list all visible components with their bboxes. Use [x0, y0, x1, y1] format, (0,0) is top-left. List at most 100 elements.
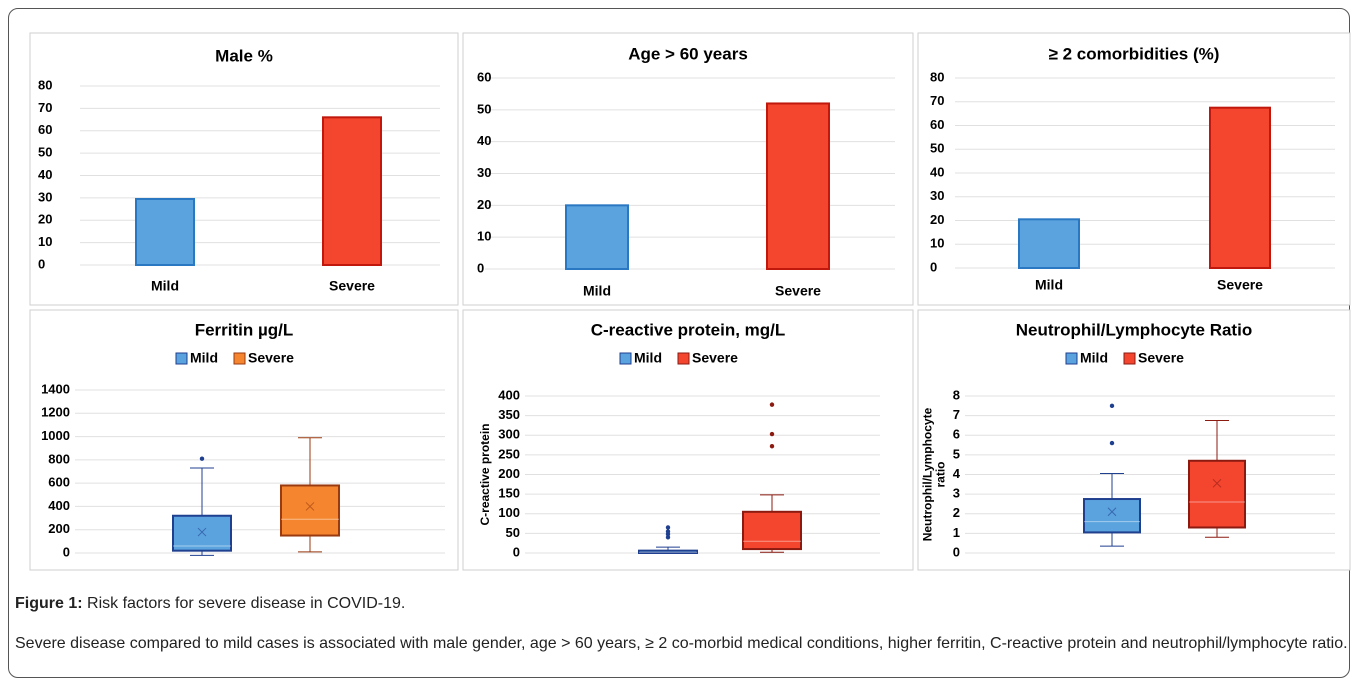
- y-tick-label: 1200: [41, 405, 70, 420]
- y-axis-title: C-reactive protein: [478, 423, 492, 525]
- y-tick-label: 50: [477, 101, 491, 116]
- y-tick-label: 3: [953, 486, 960, 501]
- y-tick-label: 8: [953, 387, 960, 402]
- panel: [462, 32, 914, 306]
- outlier: [769, 431, 775, 437]
- y-tick-label: 50: [38, 145, 52, 160]
- panel: [917, 32, 1351, 306]
- legend-swatch: [1123, 352, 1136, 365]
- x-tick-label: Severe: [1217, 277, 1263, 293]
- y-tick-label: 50: [930, 141, 944, 156]
- y-tick-label: 0: [513, 544, 520, 559]
- legend-label: Severe: [692, 350, 738, 366]
- mean-marker: [1212, 478, 1222, 488]
- panel: [462, 309, 914, 571]
- x-tick-label: Mild: [583, 283, 611, 299]
- bar: [135, 197, 195, 266]
- y-tick-label: 4: [953, 466, 961, 481]
- chart-title: C-reactive protein, mg/L: [591, 320, 786, 339]
- outlier: [769, 444, 775, 449]
- y-tick-label: 400: [48, 498, 70, 513]
- y-tick-label: 20: [477, 197, 491, 212]
- box: [1083, 498, 1141, 534]
- y-tick-label: 200: [498, 466, 520, 481]
- x-tick-label: Mild: [1035, 277, 1063, 293]
- outlier: [1109, 440, 1115, 446]
- y-tick-label: 30: [38, 189, 52, 204]
- x-tick-label: Mild: [151, 278, 179, 294]
- caption-title: Figure 1: Risk factors for severe diseas…: [15, 592, 405, 615]
- box: [280, 484, 340, 537]
- y-tick-label: 20: [930, 212, 944, 227]
- chart-title: Ferritin µg/L: [195, 320, 294, 339]
- y-tick-label: 40: [38, 167, 52, 182]
- box: [638, 549, 698, 555]
- y-tick-label: 150: [498, 486, 520, 501]
- legend-swatch: [175, 352, 188, 365]
- y-tick-label: 200: [48, 521, 70, 536]
- caption-heading: Risk factors for severe disease in COVID…: [87, 595, 406, 612]
- y-tick-label: 1: [953, 525, 960, 540]
- chart-title: Neutrophil/Lymphocyte Ratio: [1016, 320, 1252, 339]
- y-tick-label: 30: [930, 188, 944, 203]
- y-tick-label: 10: [930, 236, 944, 251]
- x-tick-label: Severe: [775, 283, 821, 299]
- outlier: [665, 529, 671, 534]
- y-tick-label: 0: [953, 544, 960, 559]
- y-axis-title: ratio: [934, 461, 948, 487]
- outlier: [665, 535, 671, 540]
- y-tick-label: 80: [38, 77, 52, 92]
- y-tick-label: 70: [930, 93, 944, 108]
- y-tick-label: 6: [953, 427, 960, 442]
- mean-marker: [1107, 507, 1117, 517]
- y-tick-label: 0: [38, 256, 45, 271]
- panel: [29, 32, 459, 306]
- y-tick-label: 100: [498, 505, 520, 520]
- legend-swatch: [619, 352, 632, 365]
- x-tick-label: Severe: [329, 278, 375, 294]
- y-axis-title: Neutrophil/Lymphocyte: [921, 407, 935, 541]
- outlier: [665, 525, 671, 530]
- caption-label: Figure 1:: [15, 595, 83, 612]
- legend-swatch: [233, 352, 246, 365]
- y-tick-label: 60: [930, 117, 944, 132]
- y-tick-label: 10: [477, 229, 491, 244]
- y-tick-label: 0: [63, 544, 70, 559]
- y-tick-label: 1400: [41, 381, 70, 396]
- legend-label: Severe: [248, 350, 294, 366]
- y-tick-label: 2: [953, 505, 960, 520]
- chart-title: Age > 60 years: [628, 44, 748, 63]
- y-tick-label: 7: [953, 407, 960, 422]
- y-tick-label: 5: [953, 446, 960, 461]
- outlier: [769, 402, 775, 407]
- y-tick-label: 50: [506, 525, 520, 540]
- y-tick-label: 0: [477, 260, 484, 275]
- y-tick-label: 600: [48, 475, 70, 490]
- y-tick-label: 0: [930, 259, 937, 274]
- outlier: [1109, 403, 1115, 409]
- bar: [766, 102, 830, 271]
- bar: [1018, 218, 1080, 269]
- panel: [29, 309, 459, 571]
- bar: [565, 204, 629, 270]
- legend-swatch: [677, 352, 690, 365]
- mean-marker: [197, 527, 207, 537]
- y-tick-label: 60: [477, 69, 491, 84]
- y-tick-label: 60: [38, 122, 52, 137]
- box: [742, 510, 802, 551]
- y-tick-label: 400: [498, 387, 520, 402]
- y-tick-label: 250: [498, 446, 520, 461]
- box: [172, 514, 232, 552]
- y-tick-label: 300: [498, 427, 520, 442]
- box: [1188, 459, 1246, 529]
- y-tick-label: 20: [38, 212, 52, 227]
- caption-text: Severe disease compared to mild cases is…: [15, 635, 1348, 652]
- chart-title: Male %: [215, 46, 273, 65]
- outlier: [199, 456, 205, 461]
- legend-label: Mild: [1080, 350, 1108, 366]
- legend-label: Mild: [190, 350, 218, 366]
- y-tick-label: 30: [477, 165, 491, 180]
- bar: [322, 116, 382, 266]
- legend-label: Mild: [634, 350, 662, 366]
